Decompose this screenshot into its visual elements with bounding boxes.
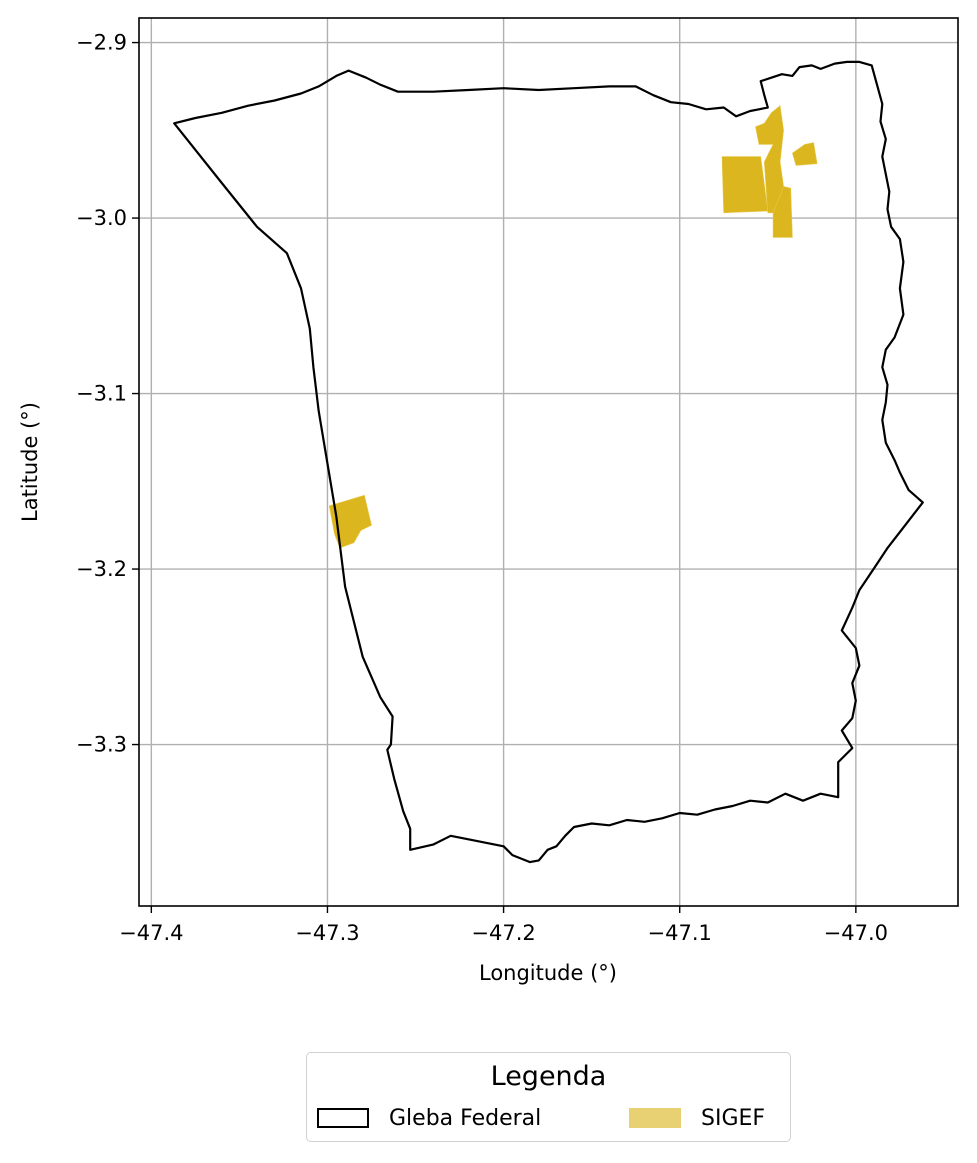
sigef-parcel (721, 156, 769, 214)
y-tick-label: −3.3 (76, 733, 127, 757)
sigef-parcel (772, 186, 793, 238)
x-tick-label: −47.4 (119, 921, 183, 945)
sigef-layer (328, 105, 818, 549)
grid-lines (139, 18, 958, 906)
y-tick-label: −2.9 (76, 31, 127, 55)
legend-title: Legenda (490, 1061, 607, 1092)
x-tick-label: −47.0 (824, 921, 888, 945)
y-tick-label: −3.0 (76, 206, 127, 230)
plot-frame (138, 17, 959, 907)
y-axis-label: Latitude (°) (18, 402, 42, 522)
legend-label-sigef: SIGEF (701, 1105, 766, 1131)
x-axis-label: Longitude (°) (479, 961, 617, 985)
y-axis-ticks: −2.9 −3.0 −3.1 −3.2 −3.3 (76, 31, 139, 757)
legend-item-sigef: SIGEF (629, 1105, 765, 1131)
sigef-parcel (328, 494, 372, 549)
gleba-federal-boundary (173, 60, 924, 864)
legend-swatch-outline (317, 1108, 369, 1128)
sigef-parcel (792, 142, 818, 166)
map-features (173, 60, 924, 864)
legend-swatch-fill (629, 1108, 681, 1128)
x-tick-label: −47.1 (648, 921, 712, 945)
y-tick-label: −3.1 (76, 382, 127, 406)
x-tick-label: −47.2 (471, 921, 535, 945)
x-tick-label: −47.3 (295, 921, 359, 945)
legend: Legenda Gleba Federal SIGEF (306, 1052, 791, 1142)
legend-label-gleba-federal: Gleba Federal (389, 1105, 542, 1131)
y-tick-label: −3.2 (76, 557, 127, 581)
legend-item-gleba-federal: Gleba Federal (317, 1105, 541, 1131)
x-axis-ticks: −47.4 −47.3 −47.2 −47.1 −47.0 (119, 906, 888, 945)
